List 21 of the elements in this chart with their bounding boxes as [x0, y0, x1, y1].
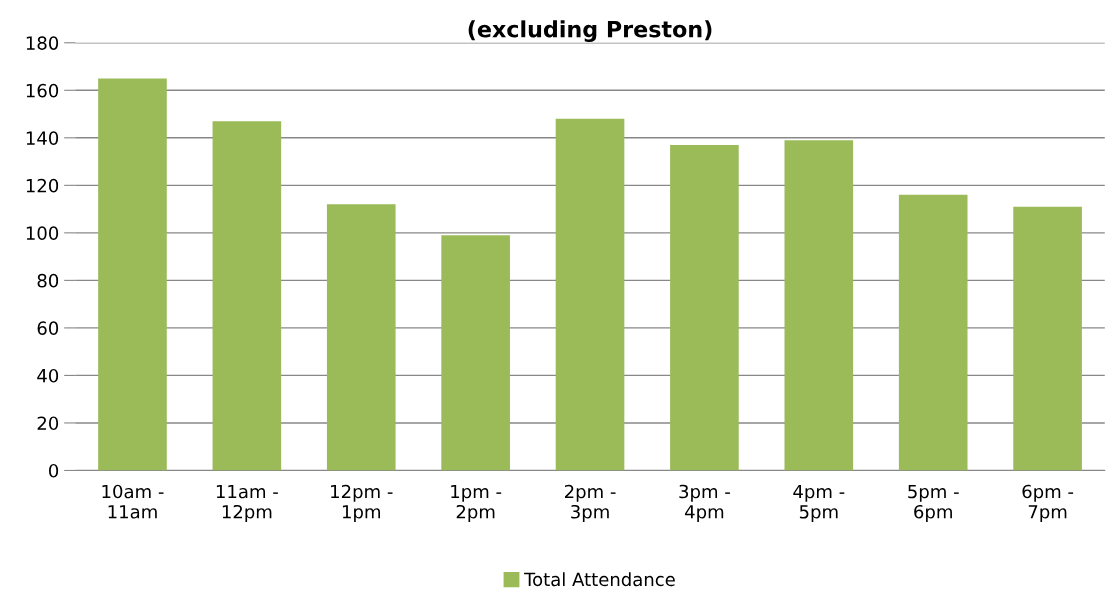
- x-tick-label: 4pm - 5pm: [793, 484, 845, 523]
- x-tick-label: 3pm - 4pm: [679, 484, 730, 523]
- x-tick-label: 10am - 11am: [102, 484, 164, 519]
- x-tick-label: 2pm - 3pm: [564, 484, 616, 523]
- x-tick-label: 6pm - 7pm: [1022, 484, 1074, 523]
- y-tick-label: 20: [37, 416, 59, 431]
- y-tick-label: 180: [26, 36, 59, 50]
- y-tick-label: 0: [49, 463, 59, 478]
- legend-label: Total Attendance: [524, 572, 675, 587]
- x-tick-label: 12pm - 1pm: [331, 484, 393, 523]
- x-tick-label: 1pm - 2pm: [451, 484, 502, 523]
- y-tick-label: 80: [37, 273, 59, 288]
- x-tick-label: 5pm - 6pm: [908, 484, 959, 523]
- y-tick-label: 60: [37, 321, 59, 336]
- chart-title: (excluding Preston): [468, 20, 712, 43]
- x-tick-label: 11am - 12pm: [216, 484, 278, 523]
- y-tick-label: 40: [37, 368, 59, 383]
- y-tick-label: 100: [26, 226, 59, 240]
- y-tick-label: 160: [26, 83, 59, 98]
- y-tick-label: 120: [26, 178, 59, 193]
- y-tick-label: 140: [26, 131, 59, 145]
